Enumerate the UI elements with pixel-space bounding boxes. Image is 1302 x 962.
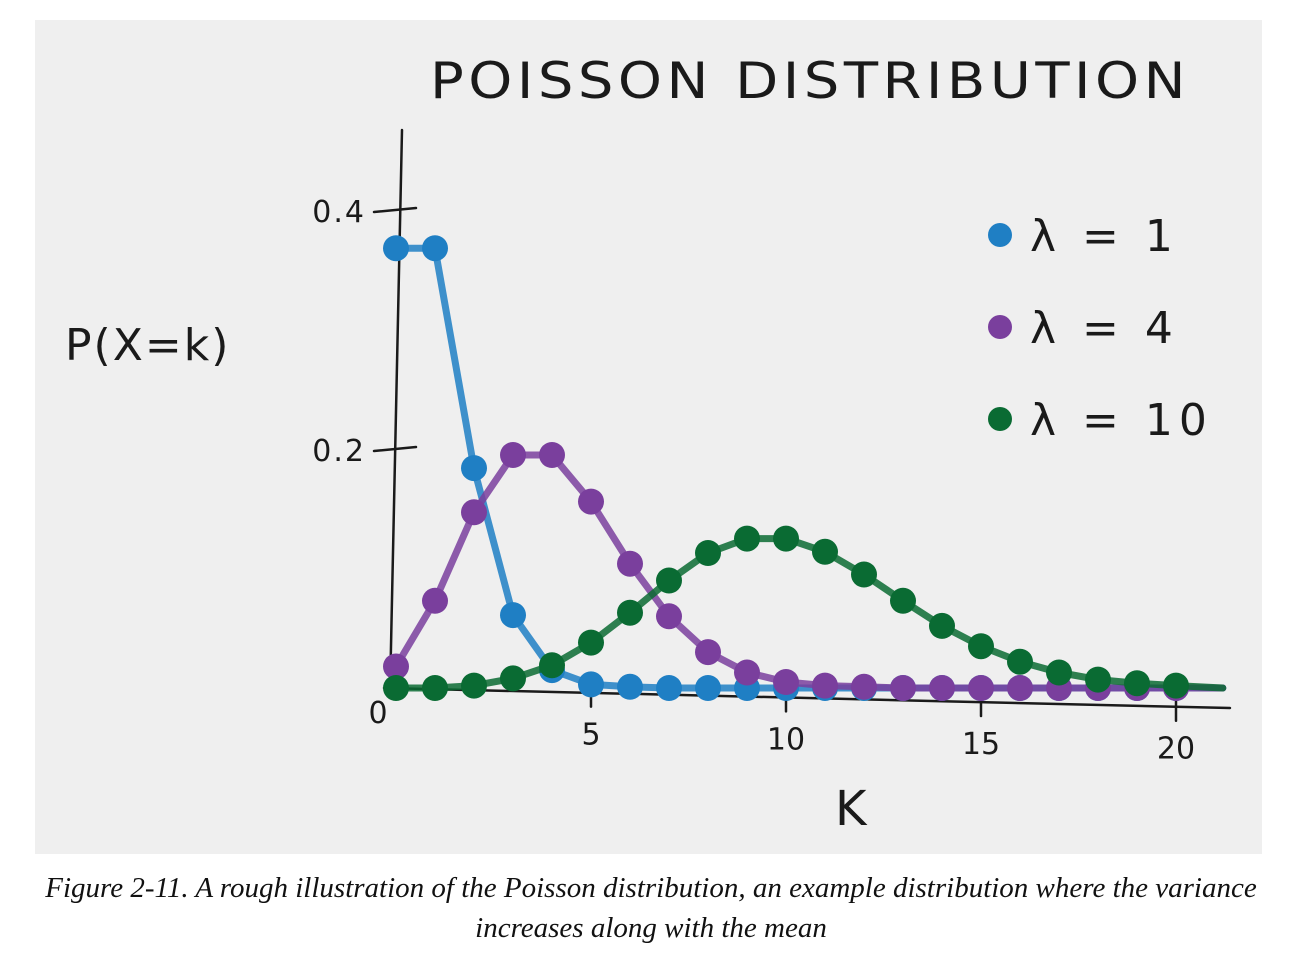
data-point bbox=[383, 653, 409, 680]
data-point bbox=[929, 675, 955, 701]
data-point bbox=[578, 671, 604, 698]
series-line bbox=[392, 535, 1227, 692]
legend-label: λ = 1 bbox=[1030, 211, 1179, 262]
data-point bbox=[812, 538, 838, 565]
y-tick-label: 0.2 bbox=[312, 434, 366, 469]
legend-label: λ = 10 bbox=[1030, 395, 1213, 446]
data-point bbox=[968, 633, 994, 660]
data-point bbox=[929, 612, 955, 639]
legend-marker bbox=[988, 315, 1012, 339]
legend-label: λ = 4 bbox=[1030, 303, 1179, 354]
data-point bbox=[1124, 670, 1150, 697]
chart-figure: POISSON DISTRIBUTION P(X=k) K 0.2 0.4 0 5 10… bbox=[35, 20, 1262, 854]
data-point bbox=[500, 602, 526, 629]
y-axis-line bbox=[388, 128, 404, 695]
series-3 bbox=[383, 525, 1227, 701]
x-tick-label: 0 bbox=[368, 696, 387, 731]
data-point bbox=[734, 525, 760, 552]
x-axis-line bbox=[382, 686, 1232, 710]
data-point bbox=[383, 235, 409, 262]
y-tick-mark bbox=[372, 445, 418, 453]
data-point bbox=[656, 675, 682, 701]
data-point bbox=[656, 567, 682, 594]
chart-title: POISSON DISTRIBUTION bbox=[430, 52, 1190, 110]
data-point bbox=[695, 540, 721, 566]
y-tick-label: 0.4 bbox=[312, 195, 366, 230]
data-point bbox=[383, 675, 409, 701]
x-tick-label: 5 bbox=[581, 718, 600, 753]
legend-marker bbox=[988, 407, 1012, 431]
data-point bbox=[500, 442, 526, 468]
data-point bbox=[422, 235, 448, 262]
data-point bbox=[1163, 672, 1189, 699]
y-tick-mark bbox=[372, 206, 418, 214]
series-line bbox=[392, 451, 1227, 692]
data-point bbox=[812, 672, 838, 699]
data-point bbox=[1007, 648, 1033, 675]
chart-ticks: 0.2 0.4 0 5 10 15 20 bbox=[312, 195, 1195, 767]
data-point bbox=[461, 672, 487, 699]
data-point bbox=[461, 499, 487, 526]
data-point bbox=[617, 599, 643, 626]
data-point bbox=[734, 659, 760, 686]
data-point bbox=[578, 488, 604, 515]
data-point bbox=[851, 561, 877, 588]
data-point bbox=[773, 525, 799, 552]
x-tick-label: 10 bbox=[767, 722, 805, 757]
data-point bbox=[1085, 666, 1111, 693]
x-tick-label: 20 bbox=[1157, 732, 1195, 767]
data-point bbox=[500, 665, 526, 692]
chart-canvas: POISSON DISTRIBUTION P(X=k) K 0.2 0.4 0 5 10… bbox=[65, 52, 1232, 837]
data-point bbox=[539, 442, 565, 468]
series-2 bbox=[383, 442, 1227, 701]
chart-axes bbox=[382, 128, 1232, 710]
data-point bbox=[890, 587, 916, 614]
data-point bbox=[578, 629, 604, 656]
plot-area bbox=[383, 235, 1227, 701]
data-point bbox=[539, 652, 565, 679]
data-point bbox=[695, 639, 721, 666]
legend-marker bbox=[988, 223, 1012, 247]
data-point bbox=[773, 669, 799, 695]
y-axis-label: P(X=k) bbox=[65, 320, 230, 371]
legend: λ = 1 λ = 4 λ = 10 bbox=[988, 211, 1213, 446]
data-point bbox=[851, 673, 877, 700]
x-axis-label: K bbox=[835, 781, 868, 837]
data-point bbox=[695, 675, 721, 701]
data-point bbox=[890, 675, 916, 701]
data-point bbox=[656, 603, 682, 630]
data-point bbox=[617, 550, 643, 577]
data-point bbox=[1046, 659, 1072, 686]
data-point bbox=[461, 455, 487, 482]
data-point bbox=[422, 587, 448, 614]
x-tick-label: 15 bbox=[962, 727, 1000, 762]
data-point bbox=[422, 675, 448, 701]
data-point bbox=[968, 675, 994, 701]
data-point bbox=[617, 673, 643, 700]
figure-caption: Figure 2-11. A rough illustration of the… bbox=[45, 872, 1257, 944]
data-point bbox=[1007, 675, 1033, 701]
